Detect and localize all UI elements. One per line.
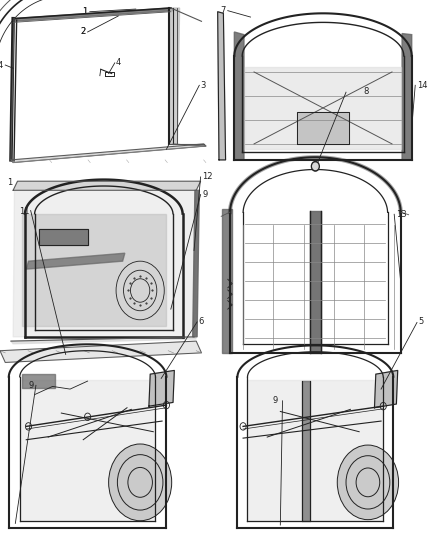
Text: 1: 1 (82, 7, 88, 16)
Polygon shape (310, 211, 321, 353)
Polygon shape (247, 380, 383, 521)
Polygon shape (26, 253, 125, 269)
Polygon shape (245, 67, 401, 149)
Text: 8: 8 (364, 87, 369, 96)
Polygon shape (11, 337, 196, 344)
Polygon shape (193, 190, 199, 337)
Text: 3: 3 (201, 81, 206, 90)
Text: 4: 4 (116, 59, 121, 67)
Text: 6: 6 (199, 318, 204, 326)
Text: 5: 5 (419, 318, 424, 326)
Text: 4: 4 (0, 61, 3, 69)
Polygon shape (234, 32, 244, 160)
Polygon shape (297, 112, 350, 144)
Polygon shape (13, 8, 173, 21)
Polygon shape (13, 181, 201, 190)
Polygon shape (39, 229, 88, 245)
Text: 11: 11 (19, 207, 30, 215)
Circle shape (313, 163, 318, 169)
Text: 9: 9 (273, 397, 278, 405)
Text: 2: 2 (81, 28, 86, 36)
Circle shape (109, 444, 172, 521)
Text: 9: 9 (202, 190, 208, 199)
Polygon shape (218, 12, 226, 160)
Polygon shape (20, 380, 155, 521)
Polygon shape (11, 144, 206, 163)
Text: 1: 1 (7, 179, 13, 187)
Polygon shape (13, 190, 196, 337)
Text: 7: 7 (220, 6, 226, 15)
Polygon shape (22, 374, 55, 388)
Circle shape (311, 161, 319, 171)
Text: 1: 1 (82, 7, 88, 16)
Polygon shape (169, 8, 180, 144)
Polygon shape (22, 214, 166, 326)
Polygon shape (302, 381, 310, 521)
Polygon shape (0, 341, 201, 362)
Text: 2: 2 (81, 28, 86, 36)
Circle shape (337, 445, 399, 520)
Polygon shape (149, 370, 174, 406)
Text: 14: 14 (417, 81, 427, 90)
Text: 13: 13 (396, 210, 407, 219)
Polygon shape (374, 370, 398, 408)
Text: 12: 12 (202, 173, 213, 181)
Text: 9: 9 (29, 381, 34, 390)
Polygon shape (222, 209, 232, 353)
Polygon shape (402, 34, 412, 160)
